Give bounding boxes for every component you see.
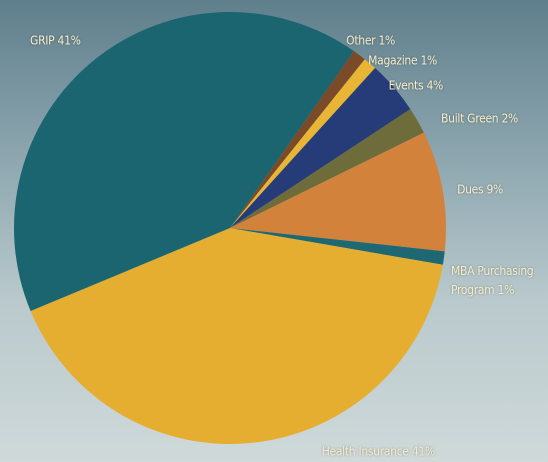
slice-label: Events 4% [389, 77, 443, 96]
value-label: 4% [426, 79, 443, 93]
slice-label: GRIP 41% [30, 32, 81, 51]
category-name: GRIP [30, 34, 54, 48]
value-label: 1% [498, 283, 515, 297]
slice-label: Other 1% [346, 32, 395, 51]
category-name: Magazine [368, 54, 417, 68]
value-label: 9% [486, 183, 503, 197]
slice-label: MBA Purchasing Program 1% [451, 262, 548, 300]
value-label: 2% [501, 112, 518, 126]
value-label: 41% [58, 34, 81, 48]
pie-canvas [0, 0, 548, 462]
value-label: 41% [412, 445, 435, 459]
value-label: 1% [420, 54, 437, 68]
value-label: 1% [378, 34, 395, 48]
category-name: MBA Purchasing Program [451, 264, 533, 297]
slice-label: Magazine 1% [368, 52, 437, 71]
slice-label: Dues 9% [457, 181, 503, 200]
category-name: Events [389, 79, 424, 93]
slice-label: Built Green 2% [441, 110, 518, 129]
slice-label: Health Insurance 41% [322, 443, 435, 462]
chart: Other 1%Magazine 1%Events 4%Built Green … [0, 0, 548, 462]
category-name: Health Insurance [322, 445, 409, 459]
category-name: Dues [457, 183, 483, 197]
category-name: Built Green [441, 112, 498, 126]
category-name: Other [346, 34, 375, 48]
